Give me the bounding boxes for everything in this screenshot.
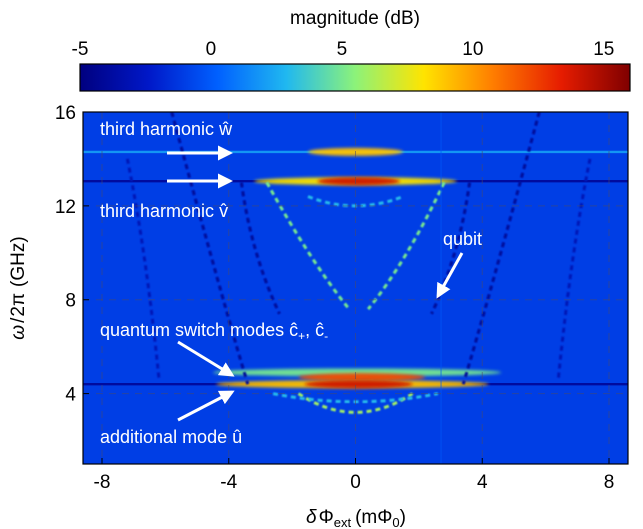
plot-area: -8 -4 0 4 8 4 8 12 16 <box>55 103 629 493</box>
annotation-third-harmonic-v: third harmonic v̂ <box>100 201 228 221</box>
heatmap-band <box>304 380 413 389</box>
x-tick-label: -4 <box>220 472 237 493</box>
heatmap-band <box>298 373 426 382</box>
x-axis-ticks: -8 -4 0 4 8 <box>94 458 615 493</box>
heatmap-band <box>317 177 400 186</box>
colorbar: magnitude (dB) -5 0 5 10 15 <box>72 8 631 92</box>
colorbar-title: magnitude (dB) <box>290 8 420 29</box>
y-axis-ticks: 4 8 12 16 <box>55 103 89 406</box>
x-tick-label: 4 <box>477 472 488 493</box>
colorbar-tick-label: 15 <box>593 39 614 60</box>
heatmap-arc <box>461 112 541 385</box>
arrow-qubit <box>436 252 464 299</box>
y-tick-label: 12 <box>55 197 76 218</box>
colorbar-tick-label: 10 <box>462 39 483 60</box>
heatmap-band <box>212 368 502 377</box>
annotation-third-harmonic-w: third harmonic ŵ <box>100 119 233 139</box>
colorbar-tick-label: -5 <box>72 39 89 60</box>
dashed-gridlines <box>83 112 628 464</box>
colorbar-tick-label: 5 <box>337 39 348 60</box>
x-axis-title-delta: δ <box>306 507 317 528</box>
colorbar-bar <box>79 63 631 92</box>
x-axis-title-unit-phi: Φ <box>377 507 392 528</box>
y-tick-label: 8 <box>65 291 76 312</box>
y-axis-title-unit: (GHz) <box>8 236 29 287</box>
x-axis-title-unit-open: (m <box>355 507 377 528</box>
y-tick-label: 16 <box>55 103 76 124</box>
x-axis-title-subscript: ext <box>334 515 352 529</box>
x-tick-label: -8 <box>94 472 111 493</box>
y-tick-label: 4 <box>65 385 76 406</box>
arrow-additional-mode <box>177 390 235 422</box>
heatmap-arc <box>170 112 250 385</box>
annotation-quantum-switch-modes: quantum switch modes ĉ+, ĉ- <box>100 320 328 343</box>
annotations: third harmonic ŵ third harmonic v̂ qubit… <box>100 119 482 447</box>
y-axis-title: ω /2π (GHz) <box>8 236 29 339</box>
heatmap-arc <box>125 158 161 380</box>
y-axis-title-2pi: 2π <box>8 293 29 317</box>
x-axis-title-unit-close: ) <box>400 507 406 528</box>
y-axis-title-omega: ω <box>8 325 29 340</box>
y-axis-title-slash: / <box>8 317 29 323</box>
annotation-qubit: qubit <box>443 229 482 249</box>
colorbar-tick-label: 0 <box>206 39 217 60</box>
heatmap-arc <box>265 181 351 311</box>
x-axis-title-phi: Φ <box>319 507 334 528</box>
heatmap-arc <box>556 158 592 380</box>
x-tick-label: 8 <box>604 472 615 493</box>
x-axis-title-unit-subscript: 0 <box>392 515 399 529</box>
annotation-additional-mode: additional mode û <box>100 427 242 447</box>
heatmap-arc <box>367 181 446 311</box>
x-tick-label: 0 <box>350 472 361 493</box>
x-axis-title: δ Φext (mΦ0) <box>306 507 406 529</box>
arrow-quantum-switch-modes <box>177 340 235 377</box>
